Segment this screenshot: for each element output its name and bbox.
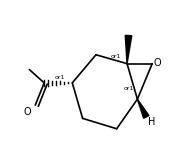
Text: or1: or1 xyxy=(111,54,121,59)
Text: or1: or1 xyxy=(124,86,134,91)
Polygon shape xyxy=(125,35,132,64)
Text: O: O xyxy=(23,107,31,118)
Text: O: O xyxy=(154,58,161,68)
Text: or1: or1 xyxy=(54,75,65,80)
Text: H: H xyxy=(148,117,155,127)
Polygon shape xyxy=(137,99,149,118)
